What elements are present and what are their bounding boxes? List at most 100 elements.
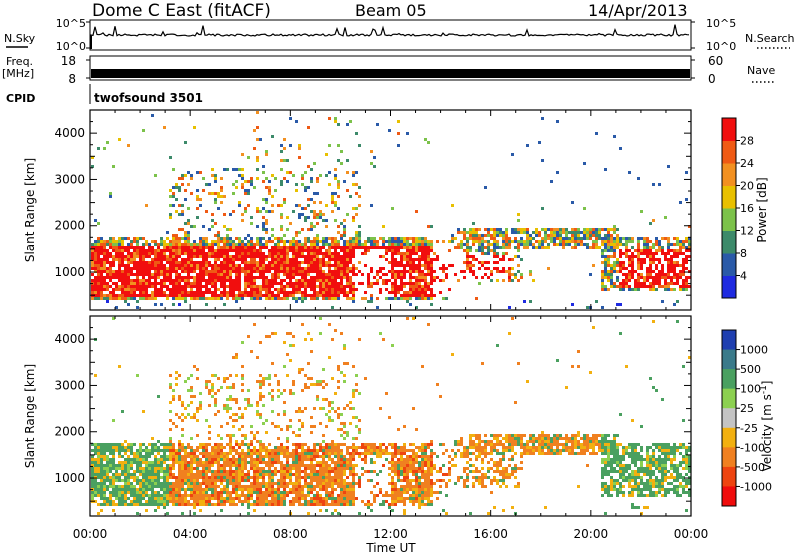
- range-cell: [103, 252, 106, 255]
- range-cell: [223, 500, 226, 503]
- range-cell: [496, 240, 499, 243]
- range-cell: [97, 240, 100, 243]
- range-cell: [424, 276, 427, 279]
- range-cell: [220, 186, 223, 189]
- range-cell: [178, 398, 181, 401]
- range-cell: [343, 249, 346, 252]
- range-cell: [331, 255, 334, 258]
- range-cell: [256, 267, 259, 270]
- range-cell: [370, 246, 373, 249]
- range-cell: [199, 240, 202, 243]
- range-cell: [250, 261, 253, 264]
- range-cell: [295, 479, 298, 482]
- range-cell: [403, 255, 406, 258]
- range-cell: [304, 258, 307, 261]
- range-cell: [112, 243, 115, 246]
- range-cell: [301, 276, 304, 279]
- range-cell: [247, 494, 250, 497]
- range-cell: [316, 237, 319, 240]
- range-cell: [325, 297, 328, 300]
- range-cell: [112, 446, 115, 449]
- range-cell: [130, 476, 133, 479]
- range-cell: [202, 455, 205, 458]
- range-cell: [295, 461, 298, 464]
- range-cell: [337, 183, 340, 186]
- range-cell: [133, 488, 136, 491]
- range-cell: [457, 228, 460, 231]
- range-cell: [583, 231, 586, 234]
- range-cell: [160, 464, 163, 467]
- range-cell: [214, 482, 217, 485]
- range-cell: [325, 243, 328, 246]
- range-cell: [304, 297, 307, 300]
- range-cell: [199, 270, 202, 273]
- range-cell: [481, 252, 484, 255]
- range-cell: [217, 452, 220, 455]
- range-cell: [190, 297, 193, 300]
- range-cell: [283, 413, 286, 416]
- range-cell: [202, 297, 205, 300]
- range-cell: [244, 434, 247, 437]
- range-cell: [286, 485, 289, 488]
- range-cell: [574, 231, 577, 234]
- range-cell: [664, 276, 667, 279]
- range-cell: [211, 240, 214, 243]
- range-cell: [565, 237, 568, 240]
- range-cell: [322, 282, 325, 285]
- range-cell: [313, 267, 316, 270]
- range-cell: [313, 201, 316, 204]
- range-cell: [154, 458, 157, 461]
- range-cell: [241, 494, 244, 497]
- range-cell: [157, 261, 160, 264]
- range-cell: [94, 485, 97, 488]
- range-cell: [115, 473, 118, 476]
- range-cell: [268, 470, 271, 473]
- range-cell: [208, 485, 211, 488]
- range-cell: [310, 252, 313, 255]
- range-cell: [280, 150, 283, 153]
- range-cell: [316, 497, 319, 500]
- range-cell: [151, 491, 154, 494]
- range-cell: [397, 276, 400, 279]
- range-cell: [118, 485, 121, 488]
- range-cell: [172, 243, 175, 246]
- range-cell: [211, 491, 214, 494]
- range-cell: [268, 479, 271, 482]
- range-cell: [118, 491, 121, 494]
- range-cell: [310, 270, 313, 273]
- range-cell: [316, 285, 319, 288]
- range-cell: [145, 494, 148, 497]
- range-cell: [244, 267, 247, 270]
- range-cell: [178, 470, 181, 473]
- range-cell: [580, 231, 583, 234]
- range-cell: [283, 267, 286, 270]
- range-cell: [112, 294, 115, 297]
- range-cell: [508, 237, 511, 240]
- range-cell: [577, 240, 580, 243]
- range-cell: [589, 246, 592, 249]
- range-cell: [262, 237, 265, 240]
- range-cell: [295, 470, 298, 473]
- range-cell: [640, 261, 643, 264]
- range-cell: [199, 482, 202, 485]
- range-cell: [316, 479, 319, 482]
- range-cell: [637, 243, 640, 246]
- range-cell: [490, 270, 493, 273]
- range-cell: [235, 168, 238, 171]
- range-cell: [478, 243, 481, 246]
- range-cell: [310, 416, 313, 419]
- range-cell: [424, 282, 427, 285]
- range-cell: [268, 335, 271, 338]
- range-cell: [250, 252, 253, 255]
- range-cell: [310, 168, 313, 171]
- range-cell: [223, 252, 226, 255]
- range-cell: [232, 183, 235, 186]
- range-cell: [187, 273, 190, 276]
- range-cell: [175, 491, 178, 494]
- range-cell: [226, 255, 229, 258]
- range-cell: [154, 288, 157, 291]
- range-cell: [172, 195, 175, 198]
- range-cell: [283, 500, 286, 503]
- range-cell: [310, 294, 313, 297]
- range-cell: [181, 467, 184, 470]
